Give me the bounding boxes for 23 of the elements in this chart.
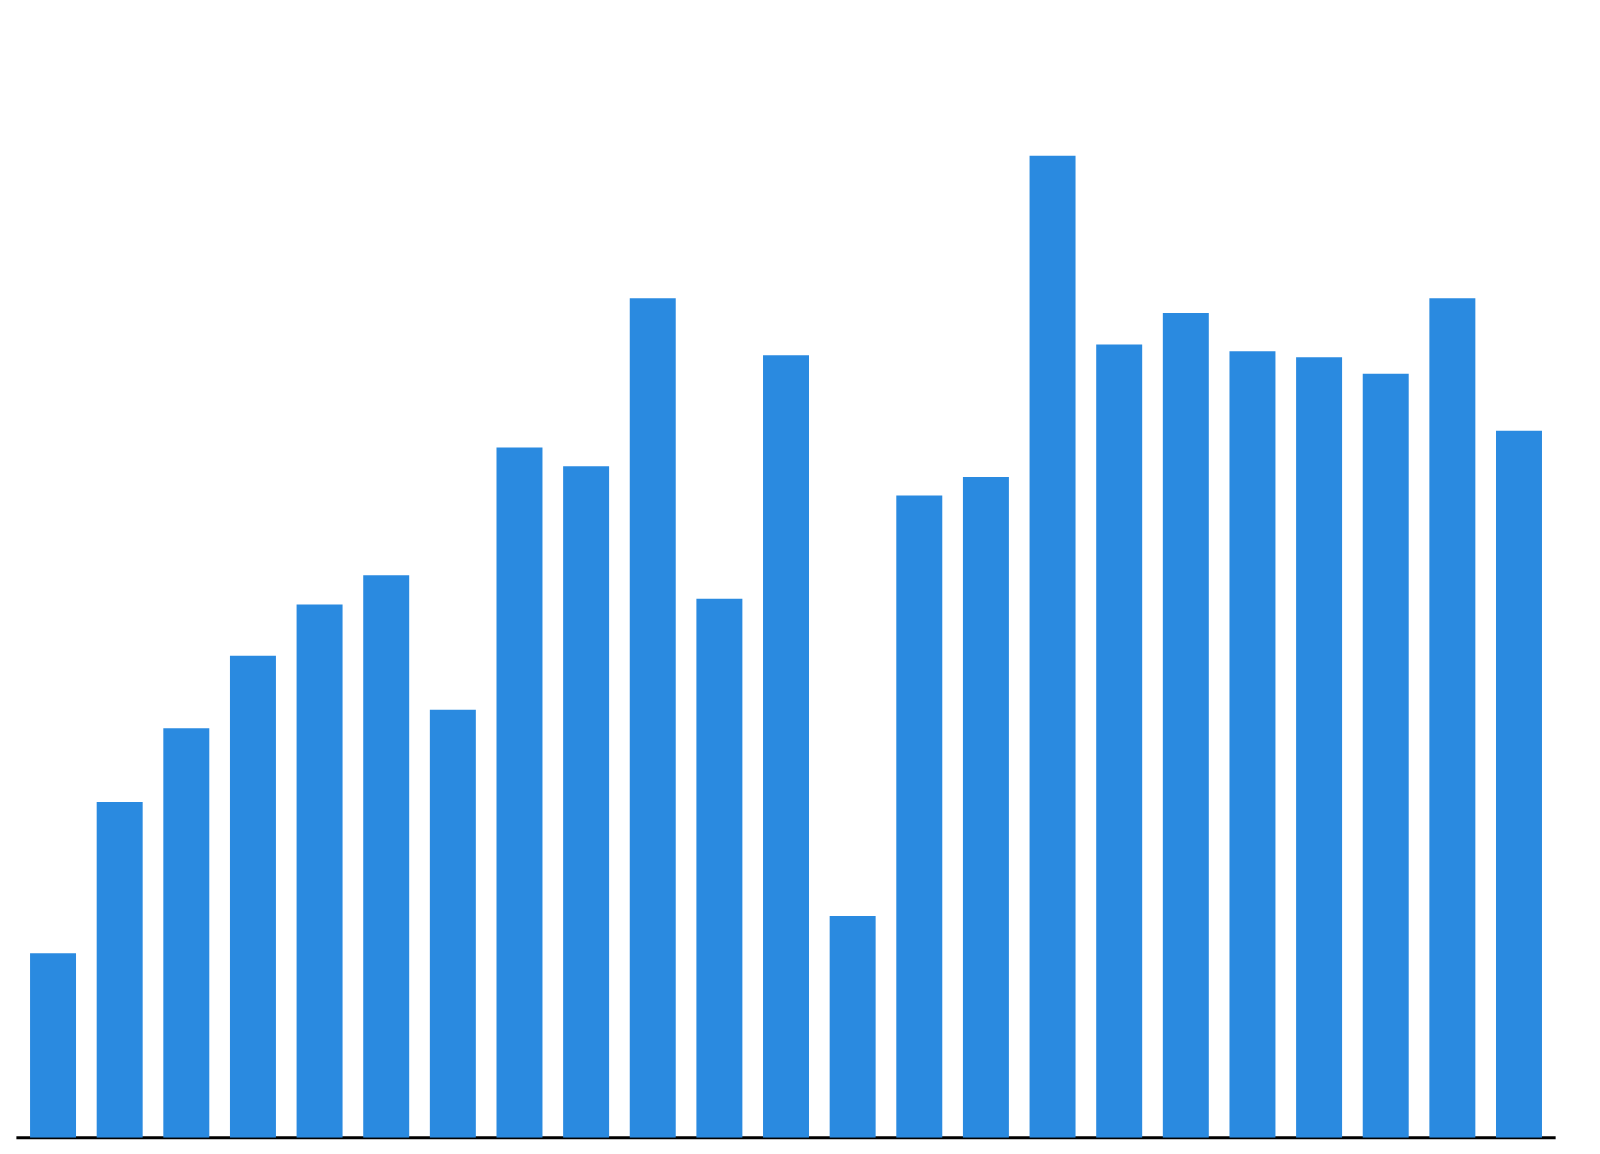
bar — [962, 476, 1009, 1138]
bar — [30, 953, 77, 1138]
bar — [563, 466, 610, 1138]
bar — [229, 655, 276, 1138]
bar — [363, 575, 410, 1138]
bar — [1162, 312, 1209, 1138]
bar — [1229, 351, 1276, 1138]
bar — [1096, 344, 1143, 1138]
bar — [296, 604, 343, 1138]
bar — [829, 915, 876, 1138]
bar — [1496, 430, 1542, 1138]
bar — [96, 801, 143, 1138]
bar — [1029, 155, 1076, 1138]
bar — [1296, 357, 1343, 1138]
bar — [696, 598, 743, 1138]
bar — [1429, 298, 1476, 1138]
bar — [896, 495, 943, 1138]
bar — [429, 709, 476, 1138]
bar — [629, 298, 676, 1138]
bar — [163, 728, 210, 1138]
bar — [763, 355, 809, 1138]
bar — [1362, 373, 1409, 1138]
bar — [496, 447, 543, 1138]
